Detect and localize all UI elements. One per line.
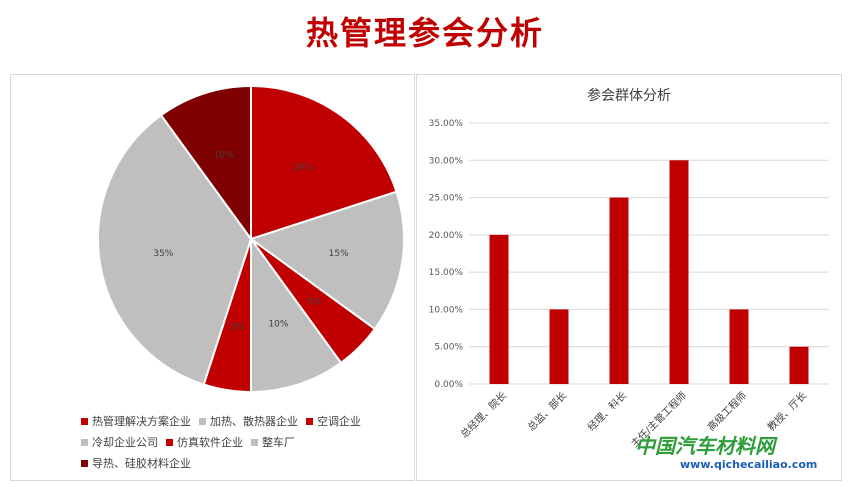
pie-slice (248, 190, 405, 331)
pie-slice (250, 235, 343, 394)
legend-label: 导热、硅胶材料企业 (92, 457, 191, 470)
x-tick-label: 高级工程师 (705, 389, 750, 434)
bar (729, 309, 749, 384)
bar (549, 309, 569, 384)
legend-item: 加热、散热器企业 (199, 413, 298, 429)
pie-chart: 20% 15% 5% 10% 5% 35% 10% (97, 84, 405, 394)
bar-chart-title: 参会群体分析 (587, 87, 671, 104)
legend-swatch (81, 417, 88, 425)
legend-item: 仿真软件企业 (166, 434, 243, 450)
y-tick-label: 15.00% (429, 268, 464, 278)
legend-swatch (251, 438, 258, 446)
legend-item: 冷却企业公司 (81, 434, 158, 450)
legend-label: 冷却企业公司 (92, 436, 158, 449)
y-tick-label: 30.00% (429, 156, 464, 166)
legend-swatch (81, 459, 88, 467)
legend-swatch (166, 438, 173, 446)
y-tick-label: 5.00% (434, 343, 463, 353)
legend-label: 仿真软件企业 (177, 436, 243, 449)
bar-chart: 参会群体分析 0.00% 5.00% 10.00% 15.00% 20.00% 25.00… (429, 87, 829, 450)
legend-item: 导热、硅胶材料企业 (81, 455, 191, 471)
pie-data-label: 15% (329, 249, 349, 259)
pie-chart-panel: 20% 15% 5% 10% 5% 35% 10% 热管理解决方案企业 加热、散热器企业 空调企… (10, 74, 415, 481)
y-tick-label: 25.00% (429, 194, 464, 204)
y-tick-label: 0.00% (434, 380, 463, 390)
pie-slice (250, 84, 398, 241)
watermark-url: www.qichecailiao.com (680, 458, 818, 471)
bar (609, 197, 629, 384)
pie-data-label: 20% (293, 163, 313, 173)
y-tick-label: 35.00% (429, 119, 464, 129)
pie-legend: 热管理解决方案企业 加热、散热器企业 空调企业冷却企业公司 仿真软件企业 整车厂导热、硅… (81, 413, 411, 476)
bar (669, 160, 689, 384)
legend-swatch (306, 417, 313, 425)
pie-data-label: 5% (230, 323, 245, 333)
x-tick-label: 总监、部长 (525, 389, 570, 434)
y-tick-label: 10.00% (429, 305, 464, 315)
legend-item: 空调企业 (306, 413, 361, 429)
x-tick-label: 总经理、院长 (458, 389, 510, 441)
bar-chart-panel: 参会群体分析 0.00% 5.00% 10.00% 15.00% 20.00% 25.00… (416, 74, 842, 481)
x-tick-label: 教授、厅长 (765, 389, 810, 434)
pie-data-label: 10% (214, 151, 234, 161)
pie-data-label: 35% (153, 249, 173, 259)
legend-label: 加热、散热器企业 (210, 415, 298, 428)
legend-swatch (81, 438, 88, 446)
y-tick-label: 20.00% (429, 231, 464, 241)
pie-slice (97, 113, 253, 386)
page-title: 热管理参会分析 (305, 14, 544, 52)
pie-data-label: 5% (307, 298, 322, 308)
bar (789, 346, 809, 384)
x-tick-label: 经理、科长 (585, 389, 630, 434)
legend-swatch (199, 417, 206, 425)
legend-item: 热管理解决方案企业 (81, 413, 191, 429)
watermark-logo: 中国汽车材料网 (635, 434, 775, 458)
legend-label: 热管理解决方案企业 (92, 415, 191, 428)
legend-label: 整车厂 (262, 436, 295, 449)
legend-label: 空调企业 (317, 415, 361, 428)
pie-slice (159, 84, 252, 243)
legend-item: 整车厂 (251, 434, 295, 450)
bar (489, 234, 509, 384)
pie-data-label: 10% (268, 319, 288, 329)
